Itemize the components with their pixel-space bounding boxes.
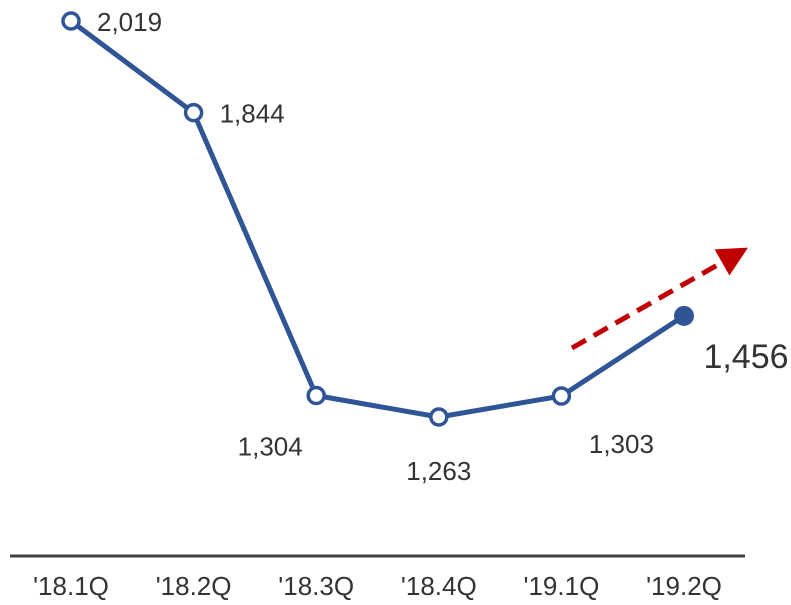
data-point <box>183 102 204 123</box>
data-label: 1,263 <box>406 456 471 486</box>
data-label: 1,844 <box>220 99 285 129</box>
data-point <box>61 11 81 31</box>
trend-arrow <box>570 247 749 351</box>
x-tick-label: '18.2Q <box>156 571 232 601</box>
data-point <box>306 385 326 406</box>
data-label: 1,304 <box>238 432 303 462</box>
data-labels: 2,019 1,844 1,304 1,263 1,303 1,456 <box>97 7 789 486</box>
x-tick-label: '18.4Q <box>401 571 477 601</box>
x-tick-label: '18.1Q <box>33 571 109 601</box>
x-tick-labels: '18.1Q '18.2Q '18.3Q '18.4Q '19.1Q '19.2Q <box>33 571 722 601</box>
data-points <box>61 11 694 427</box>
x-tick-label: '19.2Q <box>646 571 722 601</box>
data-label: 2,019 <box>97 7 162 37</box>
x-tick-label: '19.1Q <box>524 571 600 601</box>
data-point <box>551 386 572 406</box>
series-line <box>69 18 686 420</box>
x-tick-label: '18.3Q <box>278 571 354 601</box>
data-point <box>429 407 449 427</box>
data-point-highlight <box>674 305 694 326</box>
data-label: 1,303 <box>589 429 654 459</box>
data-label-highlight: 1,456 <box>703 338 788 376</box>
